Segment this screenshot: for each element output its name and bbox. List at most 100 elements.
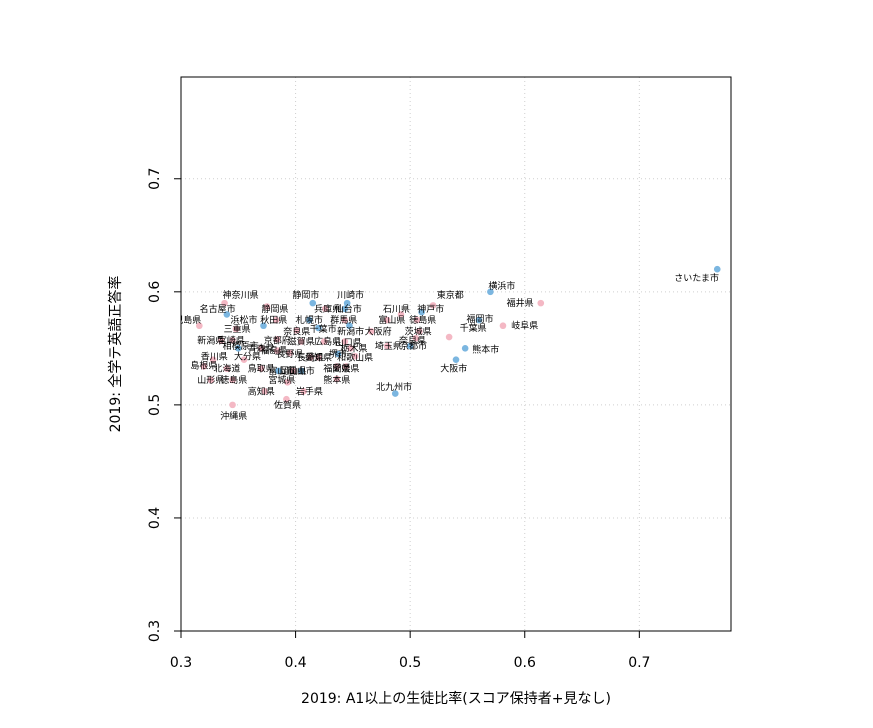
data-point	[234, 345, 242, 352]
data-point-label: 福岡県	[323, 363, 350, 375]
data-point-label: 広島県	[314, 336, 341, 348]
data-point	[273, 336, 281, 343]
data-point-label: 北海道	[213, 363, 240, 375]
data-point-label: さいたま市	[674, 272, 719, 284]
data-point-label: 栃木県	[341, 342, 368, 354]
data-point	[713, 265, 721, 273]
data-point-label: 岐阜県	[511, 320, 538, 332]
data-point-label: 富山市	[268, 365, 295, 377]
data-point	[412, 334, 420, 342]
data-point-label: 相模原市	[223, 340, 259, 352]
x-tick-label: 0.3	[170, 655, 192, 671]
data-point-label: 石川県	[383, 304, 410, 315]
data-point	[334, 350, 342, 358]
data-point	[413, 316, 421, 324]
data-point-label: 京都府	[264, 334, 291, 346]
data-point-label: 徳島県	[409, 314, 436, 326]
data-point-label: 沖縄県	[220, 410, 247, 422]
data-point	[429, 302, 437, 309]
data-point	[475, 316, 483, 324]
data-point-label: 群馬県	[330, 314, 357, 326]
data-point-label: 静岡市	[292, 289, 319, 301]
data-point	[286, 349, 294, 357]
data-point	[445, 333, 453, 341]
data-point	[283, 395, 290, 403]
data-point-label: 神奈川県	[223, 289, 259, 301]
data-point	[418, 308, 425, 316]
data-point-label: 鳥取県	[248, 363, 275, 375]
data-point	[452, 356, 460, 363]
data-point-label: 大分県	[234, 350, 261, 362]
data-point-label: 東京都	[437, 289, 464, 301]
data-point-label: 大阪市	[440, 363, 467, 375]
data-point-label: 愛知県	[305, 351, 332, 363]
data-point	[461, 345, 469, 352]
points-layer	[196, 265, 721, 409]
data-point	[261, 388, 268, 395]
data-point	[342, 363, 350, 370]
data-point	[229, 401, 236, 409]
data-point-label: 新潟市	[337, 325, 364, 337]
data-point	[315, 354, 322, 361]
data-point	[240, 356, 248, 363]
data-point-label: 鹿児島県	[165, 314, 201, 326]
data-point	[229, 376, 236, 384]
y-tick-label: 0.6	[147, 281, 163, 303]
y-axis: 0.3 0.4 0.5 0.6 0.7	[147, 168, 182, 642]
data-point	[309, 299, 317, 307]
data-point-label: 川崎市	[337, 289, 364, 301]
x-tick-label: 0.7	[628, 655, 650, 671]
data-point	[347, 345, 354, 352]
data-point-label: 長崎県	[297, 351, 324, 363]
data-point	[293, 326, 301, 334]
data-point-label: 秋田県	[260, 314, 287, 326]
data-point	[320, 338, 328, 345]
data-point	[315, 324, 322, 332]
x-axis: 0.3 0.4 0.5 0.6 0.7	[170, 630, 650, 671]
data-point-label: 香川県	[201, 351, 228, 362]
data-point	[346, 322, 353, 330]
data-point-label: 富山県	[378, 314, 405, 326]
data-point	[200, 363, 208, 370]
data-point-label: 宮城県	[268, 374, 295, 386]
data-point	[221, 299, 228, 307]
data-point	[333, 375, 341, 383]
data-point	[260, 322, 267, 330]
data-point	[487, 288, 494, 296]
data-point-label: 神戸市	[417, 303, 444, 315]
data-point	[289, 367, 297, 375]
y-tick-label: 0.5	[147, 394, 163, 416]
data-point-label: 島根県	[190, 359, 217, 371]
data-point-label: 奈良県	[283, 325, 310, 337]
data-point	[537, 299, 545, 307]
y-tick-label: 0.4	[147, 507, 163, 529]
data-point-label: 滋賀県	[288, 336, 315, 348]
data-point-label: 徳島県	[220, 374, 247, 386]
y-axis-label: 2019: 全学テ英語正答率	[107, 276, 124, 433]
x-tick-label: 0.4	[284, 655, 306, 671]
data-point	[207, 376, 215, 384]
data-point	[223, 365, 231, 372]
data-point	[223, 311, 231, 318]
data-point-label: 岡山市	[288, 365, 315, 377]
data-point-label: 福岡市	[467, 313, 494, 325]
data-point-label: 奈良県	[399, 334, 426, 346]
data-point-label: 静岡県	[261, 303, 288, 315]
data-point	[383, 342, 391, 350]
data-point	[229, 337, 236, 344]
data-point-label: 埼玉県	[375, 340, 402, 352]
data-point	[307, 354, 314, 361]
data-point	[322, 305, 329, 313]
data-point	[341, 338, 349, 345]
data-point-label: 和歌山県	[337, 351, 373, 363]
data-point-label: 宮崎県	[218, 334, 245, 346]
data-point-label: 横浜市	[488, 280, 515, 292]
x-axis-label: 2019: A1以上の生徒比率(スコア保持者+見なし)	[301, 690, 611, 707]
data-point	[367, 328, 375, 335]
data-point-label: 岩手県	[296, 385, 323, 397]
y-tick-label: 0.3	[147, 620, 163, 642]
data-point	[306, 316, 313, 324]
data-point	[275, 367, 282, 375]
data-point-label: 岡山県	[280, 366, 307, 377]
